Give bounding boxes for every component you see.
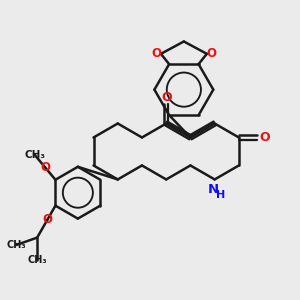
- Text: O: O: [161, 92, 172, 104]
- Text: O: O: [207, 47, 217, 60]
- Text: O: O: [42, 213, 52, 226]
- Text: CH₃: CH₃: [27, 255, 47, 265]
- Text: CH₃: CH₃: [7, 240, 26, 250]
- Text: O: O: [259, 131, 270, 144]
- Text: CH₃: CH₃: [24, 150, 45, 160]
- Text: O: O: [40, 161, 50, 174]
- Text: H: H: [217, 190, 226, 200]
- Text: N: N: [208, 183, 219, 196]
- Text: O: O: [151, 47, 161, 60]
